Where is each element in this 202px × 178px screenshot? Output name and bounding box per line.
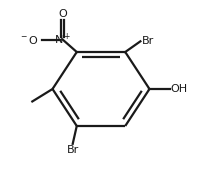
- Text: Br: Br: [141, 36, 154, 46]
- Text: O: O: [58, 9, 67, 19]
- Text: Br: Br: [67, 145, 79, 155]
- Text: N$^+$: N$^+$: [54, 32, 71, 47]
- Text: $^-$O: $^-$O: [19, 33, 39, 46]
- Text: OH: OH: [171, 84, 188, 94]
